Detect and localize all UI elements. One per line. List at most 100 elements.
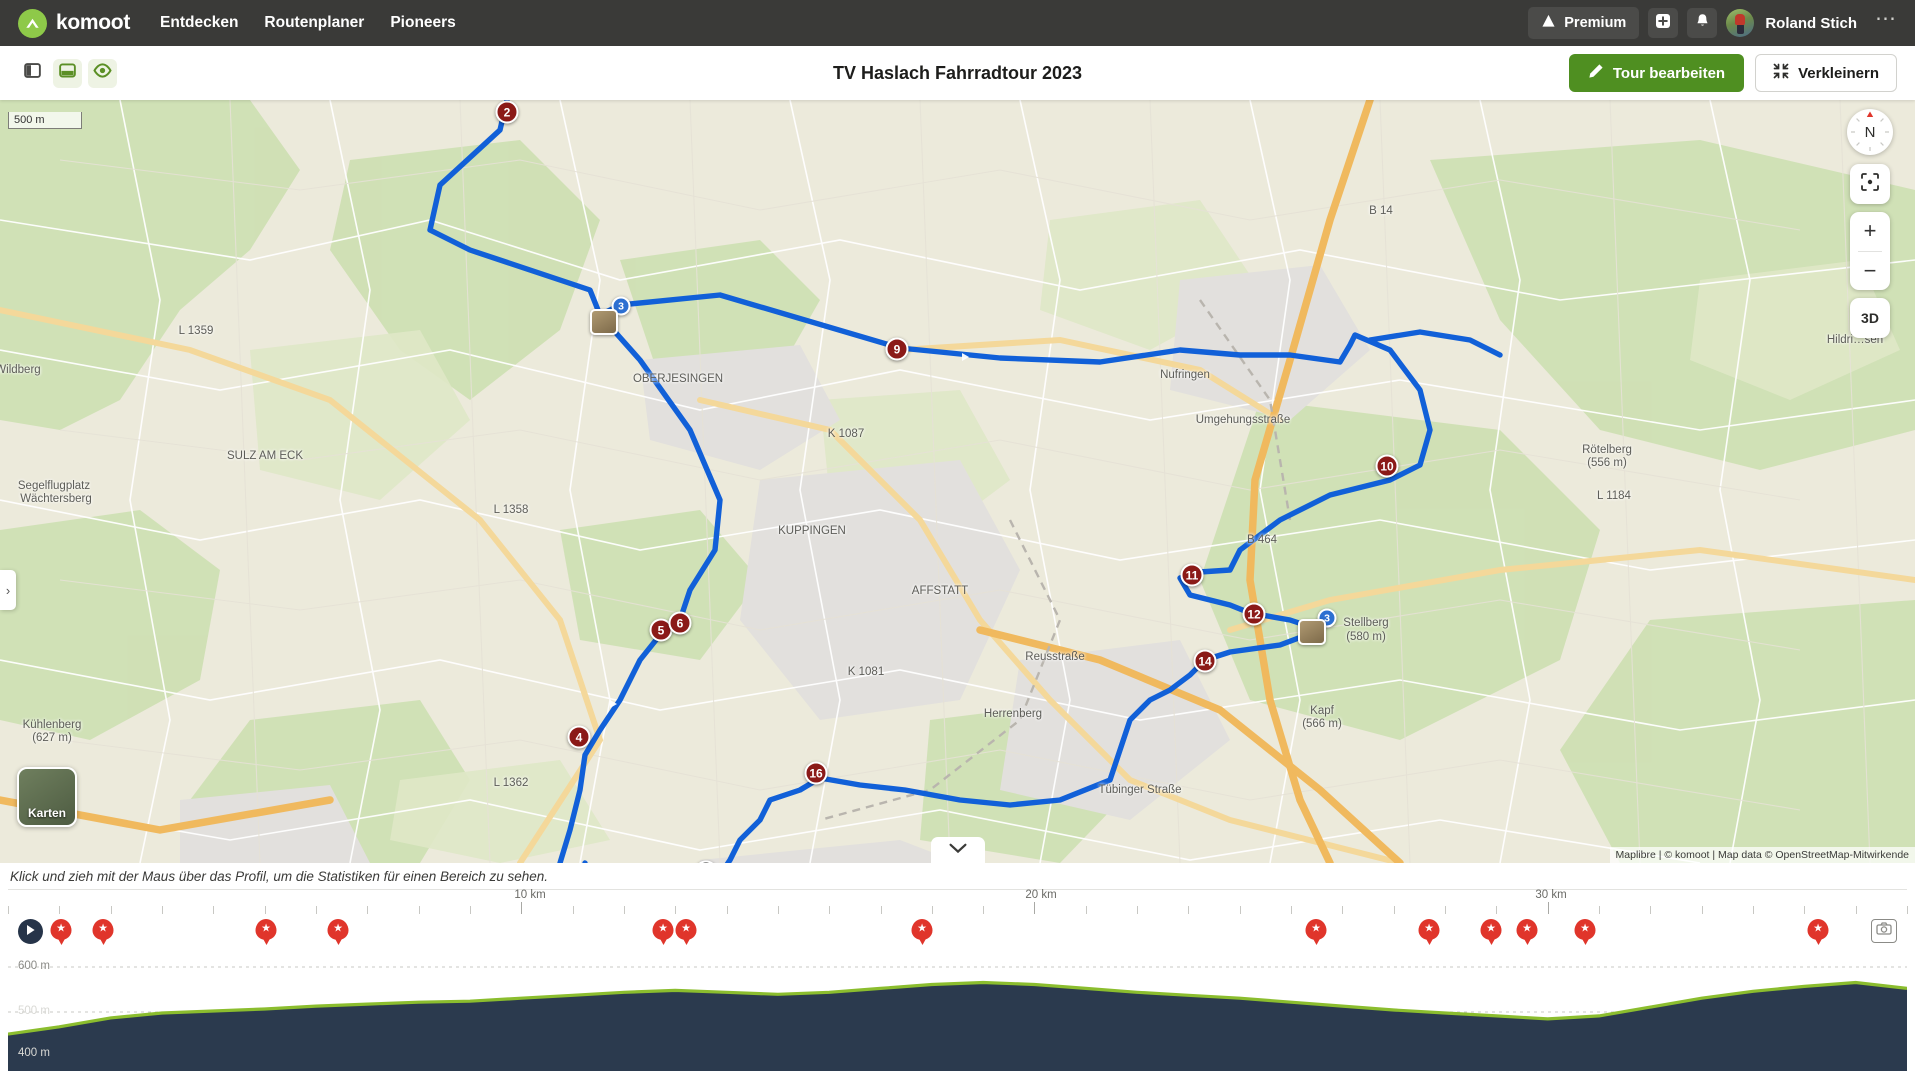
map-waypoint-marker[interactable]: 4 bbox=[567, 725, 591, 749]
toggle-3d-button[interactable]: 3D bbox=[1850, 298, 1890, 338]
map-canvas[interactable]: 500 m Wildberg SULZ AM ECK Segelflugplatz W… bbox=[0, 100, 1915, 863]
highlight-pin[interactable]: ★ bbox=[1480, 919, 1502, 946]
axis-tick bbox=[161, 906, 163, 914]
nav-link-pioneers[interactable]: Pioneers bbox=[390, 14, 456, 31]
elevation-y-label: 400 m bbox=[18, 1047, 50, 1059]
map-label: B 14 bbox=[1369, 205, 1393, 217]
pin-body bbox=[50, 919, 72, 940]
pin-body bbox=[675, 919, 697, 940]
axis-tick bbox=[1855, 906, 1857, 914]
notifications-button[interactable] bbox=[1687, 8, 1718, 38]
play-icon bbox=[25, 923, 36, 941]
highlight-pin[interactable]: ★ bbox=[327, 919, 349, 946]
axis-tick bbox=[1907, 906, 1908, 914]
ellipsis-icon[interactable]: ⋯ bbox=[1875, 6, 1897, 30]
collapse-view-button[interactable]: Verkleinern bbox=[1755, 54, 1897, 92]
edit-tour-button[interactable]: Tour bearbeiten bbox=[1568, 54, 1745, 92]
svg-text:N: N bbox=[1865, 124, 1876, 141]
zoom-controls[interactable]: + − bbox=[1850, 212, 1890, 290]
star-icon: ★ bbox=[1311, 922, 1321, 935]
elevation-area bbox=[8, 982, 1907, 1071]
chevron-down-icon bbox=[949, 841, 967, 859]
sidebar-panel-toggle[interactable] bbox=[18, 58, 47, 88]
avatar[interactable] bbox=[1726, 9, 1755, 37]
highlight-pin[interactable]: ★ bbox=[911, 919, 933, 946]
map-label: Herrenberg bbox=[983, 708, 1043, 720]
highlight-pin[interactable]: ★ bbox=[1807, 919, 1829, 946]
elevation-y-label: 500 m bbox=[18, 1005, 50, 1017]
komoot-logo-link[interactable]: komoot bbox=[18, 8, 131, 38]
axis-tick bbox=[1547, 902, 1549, 914]
toolbar-actions: Tour bearbeiten Verkleinern bbox=[1568, 54, 1897, 92]
map-waypoint-marker[interactable]: 10 bbox=[1375, 454, 1399, 478]
highlight-pin[interactable]: ★ bbox=[92, 919, 114, 946]
axis-tick bbox=[1445, 906, 1447, 914]
map-label: Segelflugplatz bbox=[17, 480, 91, 492]
compass-control[interactable]: N bbox=[1847, 109, 1893, 155]
map-waypoint-marker[interactable]: 6 bbox=[668, 611, 692, 635]
collapse-view-label: Verkleinern bbox=[1798, 64, 1879, 82]
axis-tick bbox=[8, 906, 9, 914]
star-icon: ★ bbox=[917, 922, 927, 935]
axis-tick bbox=[1804, 906, 1806, 914]
axis-tick bbox=[1753, 906, 1755, 914]
map-waypoint-marker[interactable]: 12 bbox=[1242, 602, 1266, 626]
collapse-profile-button[interactable] bbox=[930, 837, 985, 863]
map-waypoint-marker[interactable]: 11 bbox=[1180, 563, 1204, 587]
elevation-profile-chart[interactable]: 600 m 500 m 400 m bbox=[8, 953, 1907, 1071]
view-toggle-group bbox=[18, 58, 117, 88]
map-label: L 1362 bbox=[493, 777, 529, 789]
axis-tick-label: 20 km bbox=[1025, 889, 1057, 901]
map-waypoint-marker[interactable]: 16 bbox=[804, 761, 828, 785]
map-label: Stellberg bbox=[1343, 617, 1389, 629]
axis-tick bbox=[1034, 902, 1036, 914]
axis-tick bbox=[521, 902, 523, 914]
highlight-pin[interactable]: ★ bbox=[255, 919, 277, 946]
map-label: L 1184 bbox=[1597, 490, 1631, 502]
highlight-pin[interactable]: ★ bbox=[1574, 919, 1596, 946]
expand-sidebar-handle[interactable]: › bbox=[0, 570, 16, 610]
map-attribution: Maplibre | © komoot | Map data © OpenStr… bbox=[1609, 847, 1915, 863]
pin-body bbox=[1516, 919, 1538, 940]
pin-body bbox=[1418, 919, 1440, 940]
map-waypoint-marker[interactable]: 9 bbox=[885, 337, 909, 361]
map-waypoint-marker[interactable]: 2 bbox=[495, 100, 519, 124]
map-waypoint-marker[interactable]: 14 bbox=[1193, 649, 1217, 673]
highlight-pin[interactable]: ★ bbox=[675, 919, 697, 946]
map-label: AFFSTATT bbox=[911, 585, 969, 597]
komoot-mark-icon bbox=[18, 8, 47, 38]
axis-tick bbox=[418, 906, 420, 914]
highlight-pin[interactable]: ★ bbox=[1305, 919, 1327, 946]
highlight-pin[interactable]: ★ bbox=[1516, 919, 1538, 946]
map-split-toggle[interactable] bbox=[53, 58, 82, 88]
nav-link-entdecken[interactable]: Entdecken bbox=[160, 14, 239, 31]
add-button[interactable] bbox=[1648, 8, 1679, 38]
photos-toggle-button[interactable] bbox=[1871, 919, 1897, 943]
highlight-pin[interactable]: ★ bbox=[652, 919, 674, 946]
zoom-in-button[interactable]: + bbox=[1863, 218, 1877, 244]
castle-poi[interactable] bbox=[1298, 619, 1326, 645]
castle-poi[interactable] bbox=[590, 309, 618, 335]
zoom-out-button[interactable]: − bbox=[1863, 257, 1877, 283]
play-flyover-button[interactable] bbox=[18, 919, 43, 944]
pencil-icon bbox=[1588, 63, 1604, 83]
axis-tick bbox=[1701, 906, 1703, 914]
highlight-pin[interactable]: ★ bbox=[50, 919, 72, 946]
user-name[interactable]: Roland Stich bbox=[1765, 14, 1857, 32]
star-icon: ★ bbox=[1486, 922, 1496, 935]
visibility-toggle[interactable] bbox=[88, 58, 117, 88]
komoot-wordmark: komoot bbox=[56, 11, 131, 34]
map-layers-button[interactable]: Karten bbox=[17, 767, 77, 827]
axis-tick bbox=[1239, 906, 1241, 914]
star-icon: ★ bbox=[658, 922, 668, 935]
highlight-pin[interactable]: ★ bbox=[1418, 919, 1440, 946]
premium-label: Premium bbox=[1564, 15, 1627, 31]
nav-link-routenplaner[interactable]: Routenplaner bbox=[264, 14, 365, 31]
map-scale-bar: 500 m bbox=[8, 112, 82, 129]
premium-mountain-icon bbox=[1541, 14, 1556, 32]
star-icon: ★ bbox=[1580, 922, 1590, 935]
recenter-button[interactable] bbox=[1850, 164, 1890, 204]
pin-body bbox=[1305, 919, 1327, 940]
premium-button[interactable]: Premium bbox=[1528, 7, 1640, 39]
axis-tick bbox=[829, 906, 831, 914]
